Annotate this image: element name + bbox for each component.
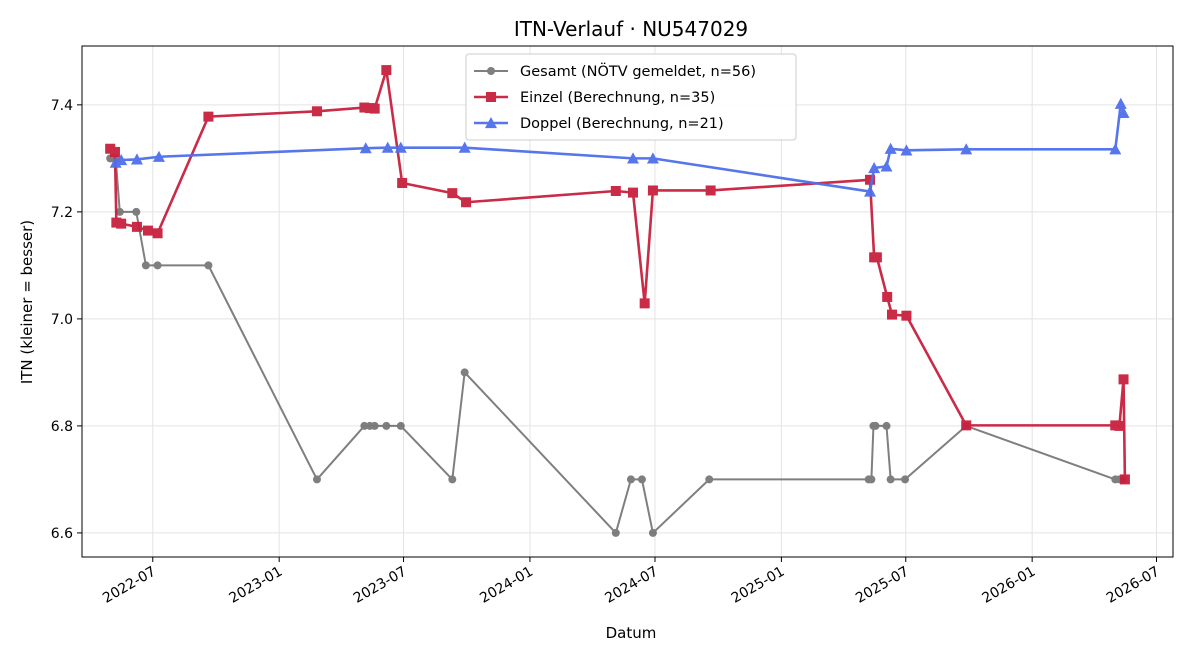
data-point-gesamt	[871, 421, 880, 430]
data-point-doppel	[960, 143, 973, 155]
data-point-doppel	[864, 185, 877, 197]
x-axis-title: Datum	[606, 624, 657, 642]
data-point-gesamt	[132, 207, 141, 216]
plot-frame	[81, 45, 1174, 558]
series-layer	[105, 65, 1130, 537]
data-point-doppel	[868, 161, 881, 174]
data-point-einzel	[887, 309, 898, 320]
data-point-einzel	[639, 298, 650, 309]
legend-marker	[485, 117, 497, 129]
y-tick-label: 6.6	[51, 526, 73, 542]
data-point-gesamt	[370, 421, 379, 430]
legend-item-einzel: Einzel (Berechnung, n=35)	[474, 90, 715, 106]
data-point-einzel	[705, 185, 716, 196]
data-point-einzel	[152, 228, 163, 239]
data-point-einzel	[647, 185, 658, 196]
data-point-gesamt	[886, 475, 895, 484]
legend-label: Gesamt (NÖTV gemeldet, n=56)	[520, 62, 756, 80]
data-point-einzel	[961, 420, 972, 431]
data-point-einzel	[1119, 474, 1130, 485]
data-point-gesamt	[141, 261, 150, 270]
data-point-gesamt	[115, 207, 124, 216]
y-tick-label: 6.8	[51, 419, 73, 435]
data-point-gesamt	[204, 261, 213, 270]
y-axis-title: ITN (kleiner = besser)	[18, 220, 36, 384]
data-point-gesamt	[611, 528, 620, 537]
data-point-gesamt	[382, 421, 391, 430]
chart-title: ITN-Verlauf · NU547029	[514, 17, 748, 41]
data-point-gesamt	[460, 368, 469, 377]
data-point-gesamt	[637, 475, 646, 484]
data-point-einzel	[359, 102, 370, 113]
legend-marker	[487, 67, 495, 75]
legend-box	[465, 53, 797, 141]
data-point-doppel	[626, 152, 639, 164]
data-point-doppel	[1109, 143, 1122, 155]
data-point-doppel	[1114, 97, 1127, 109]
legend: Gesamt (NÖTV gemeldet, n=56) Einzel (Bere…	[465, 53, 797, 141]
data-point-einzel	[1118, 374, 1129, 385]
data-point-einzel	[901, 310, 912, 321]
data-point-einzel	[865, 174, 876, 185]
data-point-doppel	[152, 150, 165, 162]
data-point-einzel	[142, 225, 153, 236]
legend-swatch-einzel	[474, 92, 508, 102]
legend-swatch-gesamt	[474, 67, 508, 75]
data-point-doppel	[884, 142, 897, 154]
data-point-doppel	[646, 152, 659, 164]
data-point-doppel	[458, 141, 471, 153]
data-point-gesamt	[882, 421, 891, 430]
data-point-einzel	[116, 218, 127, 229]
data-point-einzel	[397, 177, 408, 188]
legend-marker	[486, 92, 496, 102]
data-point-einzel	[461, 197, 472, 208]
series-einzel	[105, 65, 1130, 485]
data-point-einzel	[109, 146, 120, 157]
data-point-einzel	[447, 188, 458, 199]
data-point-einzel	[203, 111, 214, 122]
data-point-doppel	[130, 153, 143, 165]
data-point-doppel	[381, 141, 394, 153]
data-point-einzel	[369, 103, 380, 114]
data-point-doppel	[394, 141, 407, 153]
data-point-gesamt	[705, 475, 714, 484]
legend-item-gesamt: Gesamt (NÖTV gemeldet, n=56)	[474, 62, 756, 80]
data-point-einzel	[381, 65, 392, 76]
legend-item-doppel: Doppel (Berechnung, n=21)	[474, 116, 724, 132]
legend-swatch-doppel	[474, 117, 508, 129]
y-tick-label: 7.0	[51, 312, 73, 328]
data-point-gesamt	[312, 475, 321, 484]
data-point-gesamt	[626, 475, 635, 484]
data-point-einzel	[610, 186, 621, 197]
data-point-einzel	[131, 221, 142, 232]
data-point-gesamt	[867, 475, 876, 484]
y-tick-label: 7.2	[51, 205, 73, 221]
data-point-gesamt	[396, 421, 405, 430]
data-point-gesamt	[648, 528, 657, 537]
y-axis-ticks: 6.6 6.8 7.0 7.2 7.4	[51, 98, 82, 542]
data-point-gesamt	[360, 421, 369, 430]
data-point-gesamt	[153, 261, 162, 270]
y-tick-label: 7.4	[51, 98, 73, 114]
data-point-doppel	[359, 142, 372, 154]
data-point-doppel	[880, 160, 893, 172]
legend-label: Einzel (Berechnung, n=35)	[520, 90, 715, 106]
data-point-gesamt	[901, 475, 910, 484]
data-point-einzel	[1114, 420, 1125, 431]
legend-label: Doppel (Berechnung, n=21)	[520, 116, 724, 132]
series-doppel	[109, 97, 1130, 197]
data-point-doppel	[115, 153, 128, 166]
data-point-einzel	[871, 252, 882, 263]
data-point-einzel	[882, 291, 893, 302]
data-point-doppel	[1117, 106, 1130, 118]
data-point-einzel	[627, 187, 638, 198]
data-point-einzel	[311, 106, 322, 117]
data-point-doppel	[900, 144, 913, 156]
data-point-gesamt	[448, 475, 457, 484]
